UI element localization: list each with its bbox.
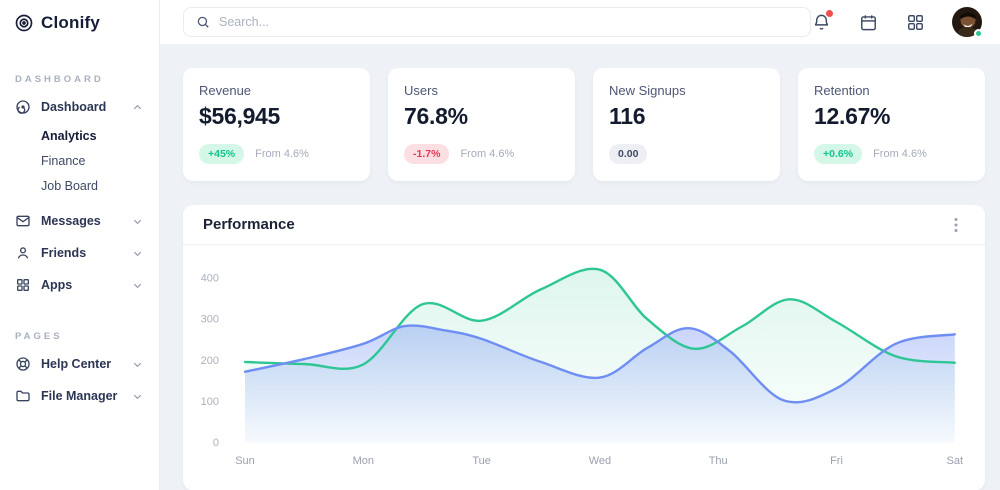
sidebar-subitem-job-board[interactable]: Job Board — [41, 178, 98, 193]
sidebar-item-label: Messages — [41, 214, 101, 228]
sidebar-item-label: Help Center — [41, 357, 112, 371]
folder-icon — [15, 388, 31, 404]
stat-badge: 0.00 — [609, 144, 648, 164]
stat-card-new-signups: New Signups 116 0.00 — [593, 68, 780, 181]
dashboard-icon — [15, 99, 31, 115]
sidebar-section-dashboard: DASHBOARD — [15, 74, 104, 85]
chevron-down-icon — [132, 359, 143, 370]
topbar — [160, 0, 1000, 45]
stat-card-users: Users 76.8% -1.7% From 4.6% — [388, 68, 575, 181]
performance-card: Performance 0 100 200 300 400 Sun Mon Tue Wed Thu… — [183, 205, 985, 490]
brand-name: Clonify — [41, 13, 101, 32]
svg-text:Mon: Mon — [353, 455, 374, 467]
mail-icon — [15, 213, 31, 229]
sidebar-item-label: File Manager — [41, 389, 118, 403]
stat-note: From 4.6% — [460, 148, 515, 160]
svg-text:Fri: Fri — [830, 455, 843, 467]
logo-target-icon — [14, 13, 34, 33]
stat-value: 116 — [609, 103, 646, 129]
svg-text:Thu: Thu — [709, 455, 728, 467]
stat-card-revenue: Revenue $56,945 +45% From 4.6% — [183, 68, 370, 181]
sidebar-item-file-manager[interactable]: File Manager — [0, 380, 159, 412]
svg-text:Tue: Tue — [472, 455, 491, 467]
sidebar-section-pages: PAGES — [15, 331, 63, 342]
stat-label: Revenue — [199, 83, 252, 98]
stat-badge: +0.6% — [814, 144, 863, 164]
search-input[interactable] — [219, 15, 798, 29]
stat-label: Users — [404, 83, 438, 98]
stat-note: From 4.6% — [873, 148, 927, 160]
stat-note: From 4.6% — [255, 148, 309, 160]
svg-text:Sun: Sun — [235, 455, 255, 467]
sidebar-subitem-analytics[interactable]: Analytics — [41, 128, 97, 143]
search-box — [183, 7, 811, 37]
chevron-down-icon — [132, 248, 143, 259]
avatar[interactable] — [952, 7, 983, 38]
svg-text:300: 300 — [201, 314, 219, 326]
svg-text:Wed: Wed — [589, 455, 611, 467]
sidebar-item-apps[interactable]: Apps — [0, 269, 159, 301]
apps-grid-icon — [906, 13, 925, 32]
calendar-icon — [859, 13, 878, 32]
stat-cards-row: Revenue $56,945 +45% From 4.6% Users 76.… — [183, 68, 985, 181]
main-area: Revenue $56,945 +45% From 4.6% Users 76.… — [160, 0, 1000, 490]
apps-grid-icon — [15, 277, 31, 293]
clonify-logo[interactable]: Clonify — [0, 13, 159, 33]
performance-chart: 0 100 200 300 400 Sun Mon Tue Wed Thu Fri Sat — [201, 267, 964, 467]
svg-text:Sat: Sat — [947, 455, 964, 467]
stat-label: New Signups — [609, 83, 686, 98]
notifications-button[interactable] — [811, 10, 833, 32]
chart-title: Performance — [203, 216, 295, 233]
svg-text:0: 0 — [213, 437, 219, 449]
chevron-down-icon — [132, 216, 143, 227]
svg-text:100: 100 — [201, 396, 219, 408]
avatar-status-dot — [974, 29, 983, 38]
bell-icon — [812, 13, 831, 32]
stat-value: 12.67% — [814, 103, 891, 129]
search-icon — [196, 15, 210, 29]
sidebar-item-label: Apps — [41, 278, 73, 292]
calendar-button[interactable] — [858, 12, 878, 32]
sidebar-item-friends[interactable]: Friends — [0, 237, 159, 269]
content: Revenue $56,945 +45% From 4.6% Users 76.… — [160, 45, 1000, 490]
stat-label: Retention — [814, 83, 870, 98]
svg-text:200: 200 — [201, 355, 219, 367]
stat-value: $56,945 — [199, 103, 281, 129]
stat-badge: -1.7% — [404, 144, 450, 164]
apps-launcher-button[interactable] — [905, 12, 925, 32]
sidebar-item-dashboard[interactable]: Dashboard — [0, 91, 159, 123]
notification-dot — [826, 10, 833, 17]
stat-value: 76.8% — [404, 103, 468, 129]
sidebar-subitem-finance[interactable]: Finance — [41, 153, 86, 168]
chevron-down-icon — [132, 280, 143, 291]
sidebar-item-label: Friends — [41, 246, 87, 260]
sidebar: Clonify DASHBOARD Dashboard Analytics Fi… — [0, 0, 160, 490]
sidebar-item-messages[interactable]: Messages — [0, 205, 159, 237]
sidebar-item-help-center[interactable]: Help Center — [0, 348, 159, 380]
kebab-icon — [954, 217, 958, 232]
sidebar-item-label: Dashboard — [41, 100, 107, 114]
chevron-down-icon — [132, 391, 143, 402]
user-icon — [15, 245, 31, 261]
stat-card-retention: Retention 12.67% +0.6% From 4.6% — [798, 68, 985, 181]
lifebuoy-icon — [15, 356, 31, 372]
stat-badge: +45% — [199, 144, 245, 164]
svg-text:400: 400 — [201, 272, 219, 284]
kebab-menu-button[interactable] — [945, 213, 967, 237]
chevron-up-icon — [132, 102, 143, 113]
